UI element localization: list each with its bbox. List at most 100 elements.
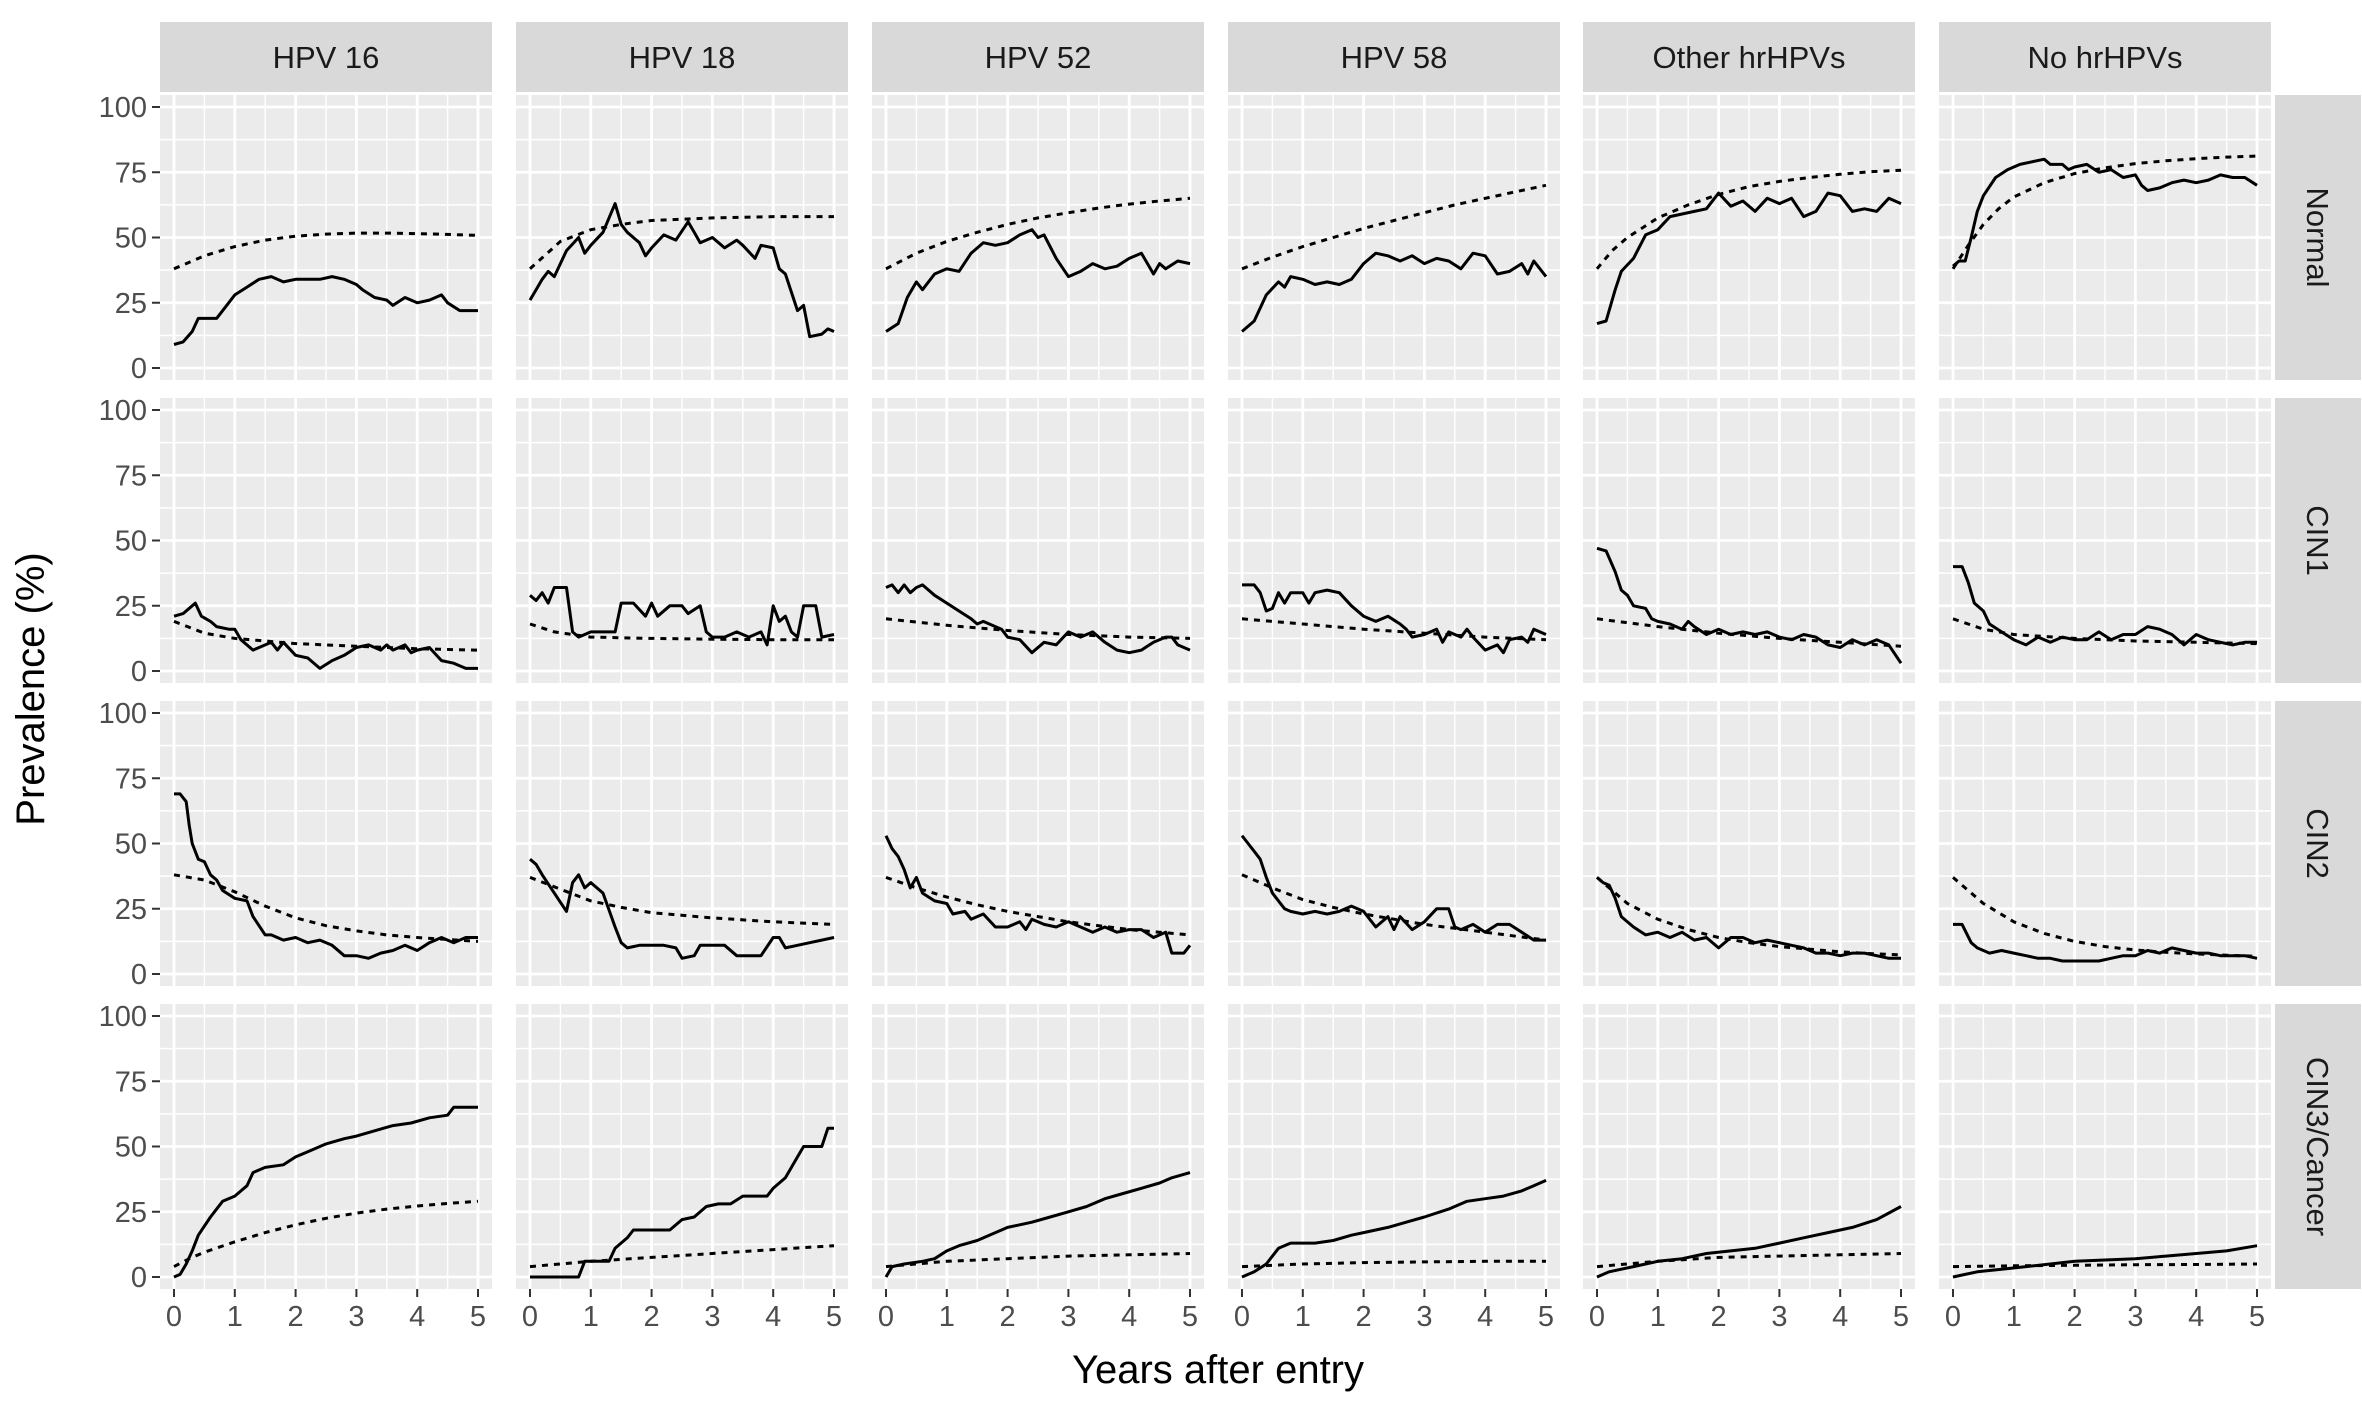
row-strip-cin3-cancer bbox=[2275, 1004, 2361, 1289]
x-tick-label: 1 bbox=[939, 1301, 955, 1333]
panel-no-hrhpvs-cin3-cancer bbox=[1939, 1004, 2271, 1289]
observed-line bbox=[1242, 583, 1547, 655]
panel-hpv-16-cin2 bbox=[160, 701, 492, 986]
x-tick-label: 5 bbox=[1182, 1301, 1198, 1333]
y-tick-label: 25 bbox=[115, 1197, 147, 1229]
x-tick-label: 4 bbox=[1477, 1301, 1493, 1333]
x-tick-label: 0 bbox=[1234, 1301, 1250, 1333]
x-tick-label: 3 bbox=[1060, 1301, 1076, 1333]
x-tick-label: 1 bbox=[1650, 1301, 1666, 1333]
y-tick-label: 100 bbox=[99, 92, 147, 124]
y-tick-label: 0 bbox=[131, 353, 147, 385]
model-line bbox=[173, 1199, 479, 1268]
observed-line bbox=[173, 1105, 478, 1279]
column-label-no-hrhpvs: No hrHPVs bbox=[2027, 40, 2182, 75]
y-tick-label: 75 bbox=[115, 460, 147, 492]
y-tick-label: 0 bbox=[131, 1262, 147, 1294]
x-tick-label: 4 bbox=[409, 1301, 425, 1333]
x-tick-label: 5 bbox=[1893, 1301, 1909, 1333]
x-tick-label: 5 bbox=[470, 1301, 486, 1333]
column-label-other-hrhpvs: Other hrHPVs bbox=[1653, 40, 1846, 75]
panel-hpv-16-cin1 bbox=[160, 398, 492, 683]
observed-line bbox=[530, 1126, 834, 1279]
observed-line bbox=[1952, 157, 2258, 268]
column-strip-other-hrhpvs bbox=[1583, 22, 1915, 92]
column-label-hpv-52: HPV 52 bbox=[985, 40, 1092, 75]
model-line bbox=[885, 875, 1191, 937]
panel-hpv-58-normal bbox=[1228, 95, 1560, 380]
panel-no-hrhpvs-normal bbox=[1939, 95, 2271, 380]
row-label-cin2: CIN2 bbox=[2300, 808, 2335, 879]
observed-line bbox=[884, 1171, 1191, 1278]
observed-line bbox=[1596, 1205, 1902, 1279]
observed-line bbox=[885, 228, 1191, 333]
model-line bbox=[173, 873, 479, 943]
y-tick-label: 100 bbox=[99, 698, 147, 730]
panel-hpv-58-cin3-cancer bbox=[1228, 1004, 1560, 1289]
y-tick-label: 100 bbox=[99, 395, 147, 427]
x-tick-label: 4 bbox=[1832, 1301, 1848, 1333]
panel-hpv-18-cin2 bbox=[516, 701, 848, 986]
x-tick-label: 1 bbox=[2006, 1301, 2022, 1333]
panel-hpv-16-normal bbox=[160, 95, 492, 380]
panel-other-hrhpvs-cin2 bbox=[1583, 701, 1915, 986]
x-tick-label: 2 bbox=[1711, 1301, 1727, 1333]
column-label-hpv-58: HPV 58 bbox=[1341, 40, 1448, 75]
row-label-normal: Normal bbox=[2300, 188, 2335, 288]
column-label-hpv-16: HPV 16 bbox=[273, 40, 380, 75]
y-tick-label: 0 bbox=[131, 656, 147, 688]
column-strip-hpv-18 bbox=[516, 22, 848, 92]
x-tick-label: 3 bbox=[1771, 1301, 1787, 1333]
observed-line bbox=[884, 835, 1192, 955]
model-line bbox=[1951, 154, 2258, 270]
model-line bbox=[1596, 876, 1902, 957]
column-strip-hpv-52 bbox=[872, 22, 1204, 92]
panel-hpv-16-cin3-cancer bbox=[160, 1004, 492, 1289]
panel-hpv-52-cin2 bbox=[872, 701, 1204, 986]
model-line bbox=[1241, 617, 1547, 642]
model-line bbox=[885, 617, 1191, 640]
model-line bbox=[1595, 168, 1902, 270]
x-tick-label: 1 bbox=[227, 1301, 243, 1333]
column-strip-hpv-16 bbox=[160, 22, 492, 92]
x-tick-label: 4 bbox=[1121, 1301, 1137, 1333]
panel-hpv-18-cin3-cancer bbox=[516, 1004, 848, 1289]
y-tick-label: 75 bbox=[115, 157, 147, 189]
x-tick-label: 4 bbox=[765, 1301, 781, 1333]
observed-line bbox=[1241, 251, 1548, 333]
model-line bbox=[1596, 617, 1902, 648]
x-tick-label: 3 bbox=[704, 1301, 720, 1333]
panel-other-hrhpvs-cin3-cancer bbox=[1583, 1004, 1915, 1289]
x-tick-label: 0 bbox=[878, 1301, 894, 1333]
model-line bbox=[529, 622, 834, 642]
x-axis-title: Years after entry bbox=[1072, 1348, 1364, 1392]
model-line bbox=[885, 1252, 1191, 1269]
row-strip-normal bbox=[2275, 95, 2361, 380]
row-label-cin3-cancer: CIN3/Cancer bbox=[2300, 1057, 2335, 1236]
x-tick-label: 0 bbox=[1589, 1301, 1605, 1333]
y-tick-label: 25 bbox=[115, 288, 147, 320]
column-strip-hpv-58 bbox=[1228, 22, 1560, 92]
x-tick-label: 2 bbox=[1356, 1301, 1372, 1333]
model-line bbox=[173, 620, 479, 652]
panels-layer bbox=[160, 95, 2271, 1289]
x-tick-label: 2 bbox=[644, 1301, 660, 1333]
model-line bbox=[1241, 1259, 1546, 1269]
observed-line bbox=[1241, 1179, 1547, 1279]
y-tick-label: 75 bbox=[115, 1066, 147, 1098]
panel-hpv-52-cin3-cancer bbox=[872, 1004, 1204, 1289]
x-tick-label: 5 bbox=[826, 1301, 842, 1333]
observed-line bbox=[173, 601, 478, 670]
model-line bbox=[1952, 876, 2258, 958]
model-line bbox=[1241, 183, 1547, 271]
x-tick-label: 1 bbox=[583, 1301, 599, 1333]
y-tick-label: 50 bbox=[115, 223, 147, 255]
x-tick-label: 3 bbox=[2127, 1301, 2143, 1333]
y-tick-label: 100 bbox=[99, 1001, 147, 1033]
model-line bbox=[1952, 1262, 2258, 1269]
y-tick-label: 75 bbox=[115, 763, 147, 795]
column-strip-no-hrhpvs bbox=[1939, 22, 2271, 92]
observed-line bbox=[1953, 565, 2257, 647]
y-tick-label: 50 bbox=[115, 1132, 147, 1164]
